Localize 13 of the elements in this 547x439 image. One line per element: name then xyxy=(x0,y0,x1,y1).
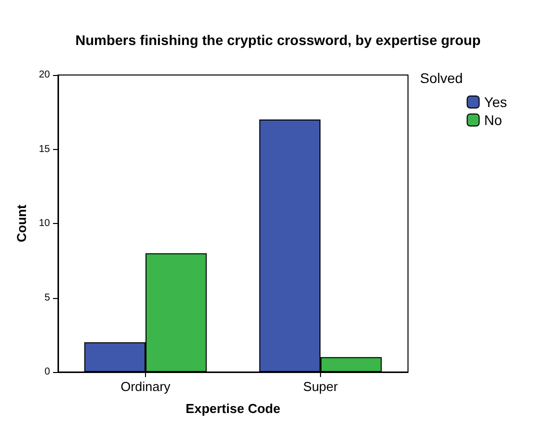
y-tick-label: 10 xyxy=(38,218,50,229)
y-tick-label: 20 xyxy=(38,70,50,80)
y-tick-label: 5 xyxy=(44,292,50,304)
y-tick-label: 0 xyxy=(44,366,50,378)
x-tick-label: Super xyxy=(303,379,339,394)
y-tick-label: 15 xyxy=(38,144,50,155)
legend-label: No xyxy=(484,112,502,128)
chart-title: Numbers finishing the cryptic crossword, by expertise group xyxy=(75,32,481,48)
x-axis-title: Expertise Code xyxy=(186,401,280,416)
x-tick-label: Ordinary xyxy=(120,379,171,394)
legend-title: Solved xyxy=(420,70,463,86)
legend-label: Yes xyxy=(484,94,508,110)
y-axis-title: Count xyxy=(14,204,29,242)
